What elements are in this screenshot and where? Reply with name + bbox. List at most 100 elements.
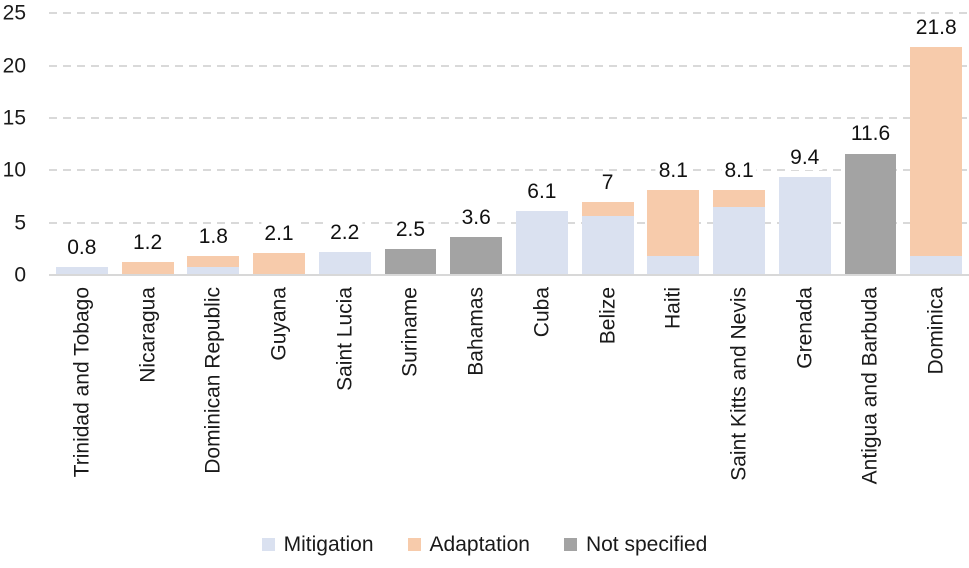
x-axis-category-label: Haiti	[661, 287, 685, 330]
x-axis-category-label: Suriname	[398, 287, 422, 377]
x-axis-category-label: Nicaragua	[136, 287, 160, 383]
bar-value-label: 7	[598, 170, 617, 195]
stacked-bar	[384, 248, 437, 275]
bar-segment-mitigation	[713, 206, 765, 275]
bar-segment-not-specified	[450, 237, 503, 275]
bar-column-dominican-republic: 1.8	[180, 0, 246, 275]
bar-column-trinidad-and-tobago: 0.8	[49, 0, 115, 275]
bar-value-label: 8.1	[721, 159, 757, 184]
y-axis-tick-label: 20	[2, 54, 26, 78]
stacked-bar	[581, 201, 634, 275]
bar-column-antigua-and-barbuda: 11.6	[838, 0, 904, 275]
legend-swatch-mitigation	[261, 537, 275, 551]
bar-value-label: 2.2	[327, 220, 363, 245]
bar-column-saint-kitts-and-nevis: 8.1	[706, 0, 772, 275]
x-label-cell: Nicaragua	[115, 287, 181, 520]
stacked-bar	[910, 46, 963, 275]
bar-segment-mitigation	[647, 256, 700, 275]
stacked-bar	[253, 253, 305, 275]
bar-value-label: 2.1	[261, 221, 297, 247]
bar-value-label: 21.8	[912, 15, 960, 40]
x-axis-category-label: Trinidad and Tobago	[70, 287, 94, 478]
bar-segment-adaptation	[910, 46, 963, 257]
y-axis-tick-label: 15	[2, 106, 26, 130]
chart-legend: Mitigation Adaptation Not specified	[0, 529, 969, 559]
legend-item-mitigation: Mitigation	[261, 534, 374, 555]
bar-segment-mitigation	[910, 256, 963, 275]
bar-value-label: 6.1	[524, 180, 560, 205]
legend-label: Not specified	[585, 532, 708, 556]
bar-segment-mitigation	[187, 266, 240, 275]
bar-value-label: 9.4	[787, 145, 823, 170]
bar-column-nicaragua: 1.2	[115, 0, 181, 275]
x-label-cell: Bahamas	[443, 287, 509, 520]
bar-segment-mitigation	[581, 216, 634, 275]
x-axis-category-label: Dominican Republic	[201, 287, 225, 474]
x-label-cell: Belize	[575, 287, 641, 520]
bar-segment-mitigation	[318, 251, 371, 275]
bar-value-label: 11.6	[847, 122, 894, 147]
bar-segment-adaptation	[647, 190, 700, 257]
x-axis-category-label: Saint Kitts and Nevis	[727, 287, 751, 481]
legend-label: Adaptation	[429, 532, 530, 556]
legend-item-not-specified: Not specified	[563, 532, 708, 556]
bars-container: 0.8 1.2 1.8 2.1 2.2 2.5 3.6 6.1 7 8.1 8.1 9.4 11.6 21…	[49, 0, 969, 275]
x-axis-category-label: Antigua and Barbuda	[858, 287, 882, 485]
bar-value-label: 0.8	[64, 235, 100, 260]
bar-segment-not-specified	[844, 153, 897, 275]
x-axis-category-label: Belize	[596, 287, 620, 345]
x-label-cell: Saint Lucia	[312, 287, 378, 520]
x-label-cell: Grenada	[772, 287, 838, 520]
bar-column-saint-lucia: 2.2	[312, 0, 378, 275]
bar-column-bahamas: 3.6	[443, 0, 509, 275]
stacked-bar	[713, 190, 765, 275]
bar-segment-not-specified	[384, 248, 437, 275]
stacked-bar	[647, 190, 700, 275]
gridline-y-20	[49, 64, 969, 67]
bar-value-label: 3.6	[458, 206, 494, 231]
x-label-cell: Trinidad and Tobago	[49, 287, 115, 520]
bar-column-cuba: 6.1	[509, 0, 575, 275]
x-axis-category-label: Guyana	[267, 287, 291, 361]
x-label-cell: Saint Kitts and Nevis	[706, 287, 772, 520]
y-axis-tick-label: 10	[2, 158, 26, 182]
bar-segment-mitigation	[55, 266, 108, 275]
gridline-y-15	[49, 117, 969, 120]
bar-value-label: 1.8	[195, 225, 231, 250]
stacked-bar	[450, 237, 503, 275]
bar-segment-adaptation	[253, 253, 305, 275]
y-axis-tick-label: 25	[2, 1, 26, 25]
x-axis-line	[49, 274, 969, 276]
plot-area: 0.8 1.2 1.8 2.1 2.2 2.5 3.6 6.1 7 8.1 8.1 9.4 11.6 21…	[49, 0, 969, 276]
x-axis-category-label: Cuba	[530, 287, 554, 338]
x-label-cell: Guyana	[246, 287, 312, 520]
x-label-cell: Haiti	[640, 287, 706, 520]
stacked-bar	[318, 251, 371, 275]
x-label-cell: Cuba	[509, 287, 575, 520]
bar-column-dominica: 21.8	[903, 0, 969, 275]
bar-segment-mitigation	[515, 211, 568, 275]
x-label-cell: Antigua and Barbuda	[838, 287, 904, 520]
x-label-cell: Suriname	[378, 287, 444, 520]
bar-segment-adaptation	[187, 256, 240, 267]
stacked-bar	[121, 262, 174, 275]
gridline-y-25	[49, 12, 969, 15]
legend-swatch-not-specified	[563, 537, 577, 551]
bar-value-label: 2.5	[392, 217, 429, 242]
bar-segment-mitigation	[778, 176, 831, 275]
x-label-cell: Dominican Republic	[180, 287, 246, 520]
y-axis-tick-label: 0	[14, 263, 26, 287]
x-label-cell: Dominica	[903, 287, 969, 520]
x-axis-category-label: Dominica	[924, 287, 948, 375]
bar-value-label: 1.2	[129, 231, 166, 256]
stacked-bar	[778, 176, 831, 275]
bar-column-grenada: 9.4	[772, 0, 838, 275]
bar-value-label: 8.1	[655, 159, 691, 184]
bar-column-guyana: 2.1	[246, 0, 312, 275]
bar-column-haiti: 8.1	[640, 0, 706, 275]
stacked-bar	[515, 211, 568, 275]
gridline-y-10	[49, 169, 969, 172]
y-axis-tick-label: 5	[14, 211, 26, 235]
bar-segment-adaptation	[713, 190, 765, 207]
bar-segment-adaptation	[581, 201, 634, 217]
